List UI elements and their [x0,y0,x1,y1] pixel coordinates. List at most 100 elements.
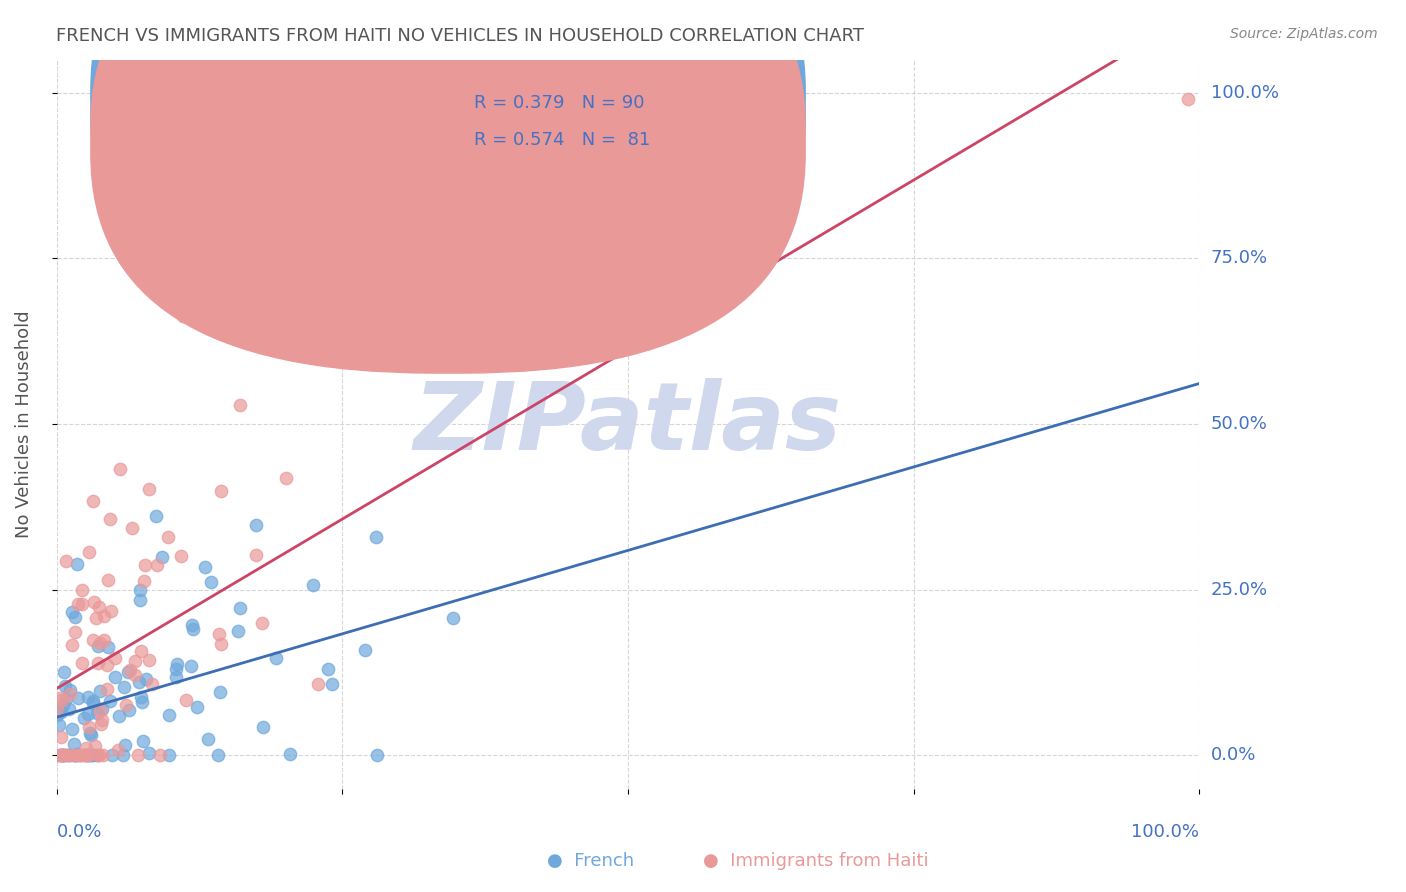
Point [128,674,150,689]
FancyBboxPatch shape [91,0,806,373]
Point [200,575,222,590]
Point [165,662,187,676]
Point [82,494,104,508]
Point [245,548,267,562]
Text: 0.0%: 0.0% [1211,747,1256,764]
Point [75,748,97,763]
Point [77,720,100,734]
Point [100,604,122,618]
Point [46,708,69,723]
Point [51,748,73,763]
Point [278,747,301,762]
Point [276,471,298,485]
Point [138,653,160,667]
Point [172,309,194,323]
Point [51,748,73,763]
Text: 100.0%: 100.0% [1132,823,1199,841]
Text: ●  French: ● French [547,852,634,870]
Point [129,690,152,704]
Point [90,716,112,731]
Point [53,679,76,693]
Point [364,530,387,544]
Point [46,748,69,763]
Point [121,521,143,535]
Point [135,673,157,687]
Point [186,700,208,714]
Point [208,684,231,698]
Point [129,593,152,607]
Point [59,687,82,701]
Point [60,723,83,737]
Point [82,748,104,763]
Point [82,633,104,648]
Point [157,748,180,763]
Point [79,748,101,763]
Point [307,676,329,690]
Point [132,734,155,748]
Point [52,748,75,763]
Point [150,549,173,564]
Point [67,748,90,763]
Point [77,707,100,722]
Point [72,748,94,763]
Point [98,511,121,525]
Point [111,748,134,763]
Point [120,663,142,677]
Point [208,627,231,641]
Point [194,559,217,574]
Point [84,611,107,625]
Text: 100.0%: 100.0% [1211,84,1278,102]
Point [259,321,281,335]
Point [66,748,89,763]
Point [252,721,274,735]
Text: 0.0%: 0.0% [56,823,103,841]
Point [166,657,188,671]
Point [75,748,97,763]
Point [89,704,111,718]
Point [87,600,110,615]
Point [75,740,97,755]
Point [73,711,96,725]
Point [62,748,84,763]
Point [108,709,131,723]
Point [124,653,146,667]
Point [80,727,103,741]
Point [112,680,135,694]
Point [114,739,136,753]
Point [170,549,193,563]
Point [124,668,146,682]
Point [45,700,67,714]
Point [63,748,86,763]
Point [197,731,219,746]
Point [229,600,252,615]
FancyBboxPatch shape [91,0,806,336]
FancyBboxPatch shape [422,74,742,161]
Point [165,670,187,684]
Point [129,582,152,597]
Point [127,748,149,763]
Point [67,691,90,706]
Point [87,640,110,654]
Point [118,703,141,717]
Point [131,644,153,658]
Point [60,605,83,619]
Point [141,676,163,690]
Point [250,615,273,630]
Point [51,730,73,744]
Point [157,708,180,723]
Point [96,681,118,696]
Point [86,748,108,763]
Point [87,748,110,763]
Point [91,748,114,763]
Point [83,739,105,753]
Point [79,748,101,763]
Point [49,705,72,719]
Point [245,518,267,533]
Point [96,657,118,672]
Point [63,625,86,640]
Point [59,682,82,697]
Point [91,713,114,727]
Point [131,695,153,709]
Point [59,748,82,763]
Point [65,557,87,571]
